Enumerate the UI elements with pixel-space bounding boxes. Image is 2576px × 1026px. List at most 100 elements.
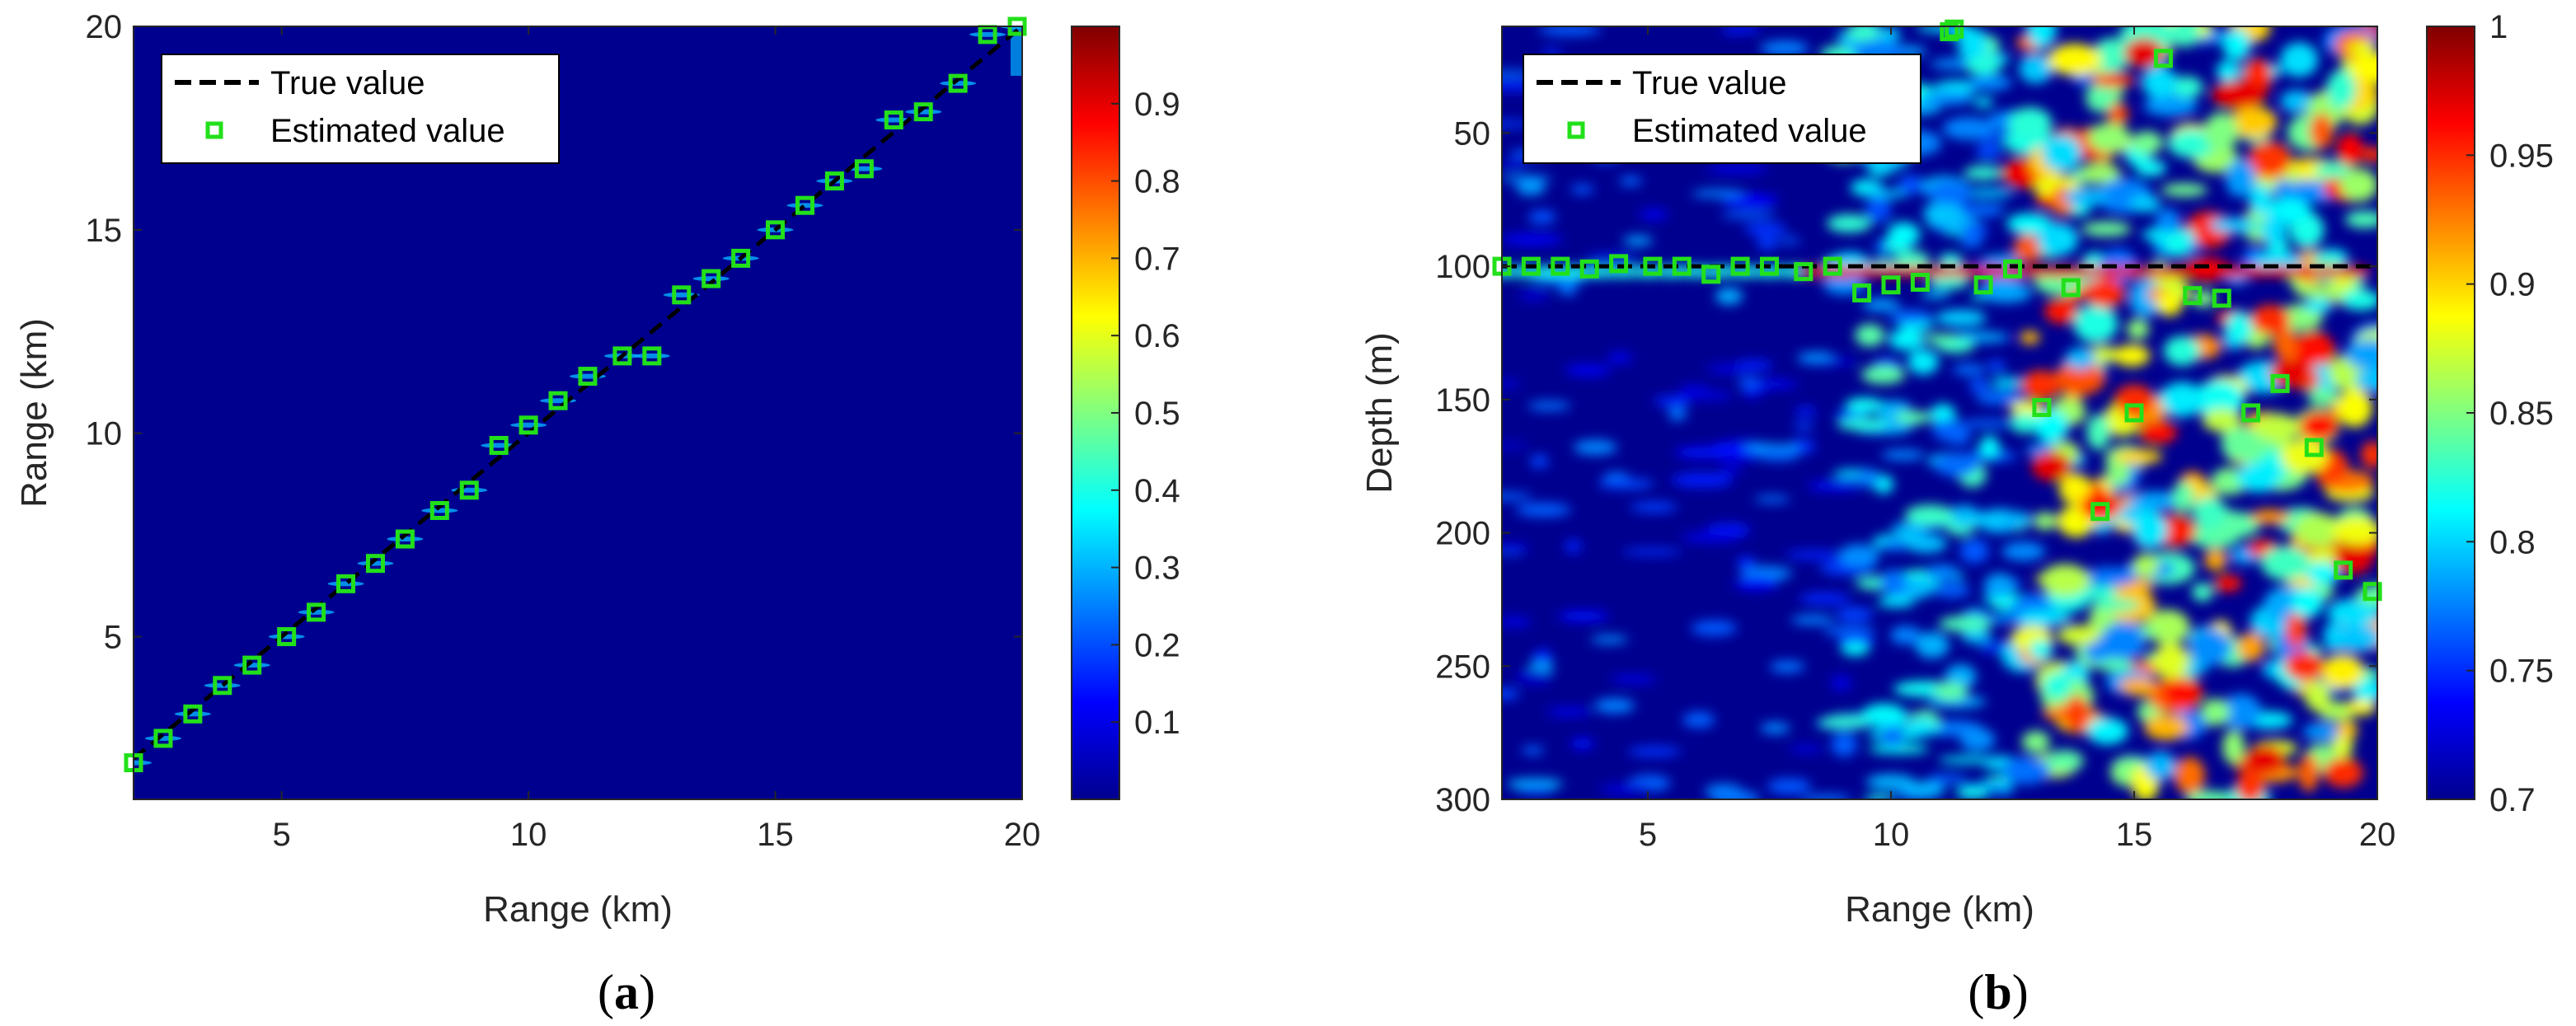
heatmap-blob	[1882, 540, 1908, 551]
heatmap-blob	[2156, 208, 2180, 233]
y-tick-label: 15	[86, 213, 123, 249]
heatmap-blob	[2153, 643, 2189, 680]
heatmap-blob	[2026, 26, 2057, 49]
heatmap-blob	[2065, 347, 2095, 370]
y-tick-label: 50	[1454, 115, 1491, 152]
estimated-marker	[2183, 286, 2203, 306]
heatmap-blob	[2245, 744, 2286, 775]
heatmap-blob	[1975, 143, 2002, 160]
heatmap-blob	[1570, 184, 1594, 194]
estimated-marker	[1940, 21, 1959, 41]
heatmap-blob	[1715, 288, 1743, 305]
heatmap-blob	[1823, 625, 1876, 637]
heatmap-blob	[2101, 621, 2146, 661]
estimated-marker	[2153, 49, 2173, 68]
heatmap-blob	[2323, 757, 2363, 788]
heatmap-blob	[2344, 339, 2377, 370]
y-tick-label: 100	[1435, 249, 1490, 285]
heatmap-blob	[2017, 610, 2072, 625]
heatmap-blob	[1831, 733, 1857, 757]
heatmap-blob	[2020, 370, 2062, 400]
heatmap-blob	[2305, 681, 2331, 712]
estimated-marker	[672, 285, 692, 305]
panel-b-x-label: Range (km)	[1845, 889, 2034, 930]
heatmap-blob	[2314, 161, 2353, 179]
estimated-marker	[642, 346, 662, 366]
heatmap-blob	[1789, 745, 1824, 753]
estimated-marker	[2124, 403, 2144, 423]
estimated-marker	[153, 729, 173, 748]
heatmap-blob	[1777, 237, 1801, 245]
heatmap-blob	[2107, 103, 2129, 125]
heatmap-blob	[1785, 550, 1844, 560]
legend-estimated-label: Estimated value	[270, 113, 505, 149]
heatmap-blob	[2020, 330, 2040, 344]
heatmap-blob	[1788, 438, 1816, 454]
estimated-marker	[578, 367, 598, 387]
heatmap-blob	[1887, 222, 1921, 248]
heatmap-blob	[1514, 669, 1553, 686]
estimated-marker	[336, 574, 356, 593]
heatmap-blob	[2247, 141, 2292, 179]
heatmap-blob	[2306, 562, 2340, 585]
heatmap-blob	[1942, 117, 1994, 140]
heatmap-blob	[2249, 183, 2273, 215]
estimated-marker	[854, 159, 874, 179]
estimated-marker	[795, 195, 814, 215]
heatmap-blob	[1861, 365, 1906, 385]
heatmap-blob	[1992, 377, 2024, 389]
heatmap-blob	[1987, 360, 2006, 373]
heatmap-blob	[1502, 160, 1527, 170]
heatmap-blob	[1738, 377, 1761, 389]
heatmap-blob	[1516, 503, 1571, 517]
heatmap-blob	[1654, 396, 1692, 407]
heatmap-blob	[1527, 401, 1571, 410]
heatmap-blob	[2273, 325, 2297, 360]
heatmap-blob	[1674, 446, 1734, 459]
estimated-marker	[1551, 256, 1570, 276]
heatmap-blob	[2131, 131, 2164, 155]
heatmap-blob	[1923, 334, 1959, 344]
heatmap-blob	[1557, 283, 1578, 296]
heatmap-blob	[2034, 512, 2058, 531]
estimated-marker	[1881, 275, 1901, 295]
colorbar-tick-label: 0.9	[2489, 267, 2536, 303]
heatmap-blob	[2044, 298, 2078, 324]
heatmap-blob	[2156, 293, 2183, 316]
heatmap-blob	[1836, 607, 1874, 623]
panel-b-estimated-markers	[1492, 19, 2382, 602]
heatmap-blob	[2040, 564, 2090, 597]
heatmap-blob	[1734, 360, 1773, 372]
heatmap-blob	[2123, 38, 2164, 68]
colorbar-tick-label: 0.85	[2489, 396, 2554, 432]
heatmap-blob	[1530, 455, 1549, 468]
heatmap-blob	[2361, 146, 2377, 162]
heatmap-blob	[2236, 461, 2281, 493]
heatmap-blob	[1538, 26, 1602, 36]
heatmap-blob	[1691, 620, 1737, 636]
heatmap-blob	[1933, 583, 1970, 598]
estimated-marker	[2304, 438, 2324, 457]
heatmap-blob	[2220, 694, 2262, 729]
heatmap-blob	[1935, 309, 1987, 327]
estimated-marker	[1579, 259, 1599, 279]
colorbar-tick-label: 0.4	[1134, 473, 1180, 509]
heatmap-blob	[2163, 335, 2201, 366]
heatmap-blob	[1518, 289, 1551, 302]
heatmap-blob	[1968, 74, 2012, 91]
estimated-marker	[459, 480, 479, 500]
heatmap-blob	[1846, 26, 1881, 41]
estimated-marker	[518, 415, 538, 435]
heatmap-blob	[2346, 41, 2376, 55]
estimated-marker	[1609, 254, 1629, 274]
heatmap-blob	[1557, 611, 1609, 622]
ambiguity-streak	[327, 581, 364, 587]
heatmap-blob	[2130, 195, 2161, 213]
heatmap-blob	[2292, 331, 2335, 372]
estimated-marker	[2003, 259, 2022, 279]
heatmap-blob	[1855, 324, 1885, 347]
legend-true-value-label: True value	[270, 65, 425, 101]
heatmap-blob	[2170, 76, 2203, 98]
heatmap-blob	[2091, 598, 2140, 612]
ambiguity-streak	[510, 422, 547, 428]
